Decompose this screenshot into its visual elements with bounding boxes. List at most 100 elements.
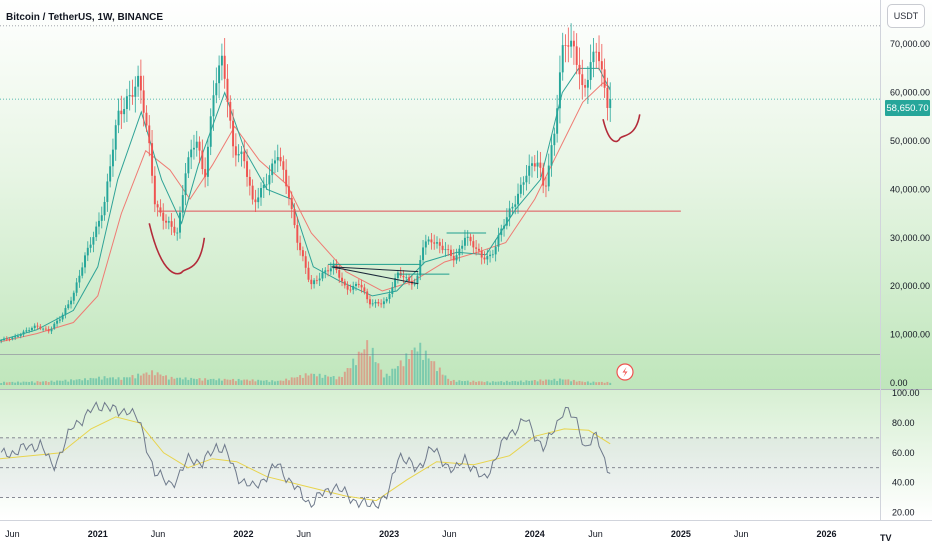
volume-bar [11, 381, 14, 385]
volume-bar [181, 379, 184, 385]
volume-bar [198, 378, 201, 385]
price-candle [44, 326, 47, 332]
price-candle [25, 327, 28, 333]
price-candle [273, 150, 276, 173]
volume-bar [262, 380, 265, 385]
volume-bar [86, 380, 89, 385]
volume-bar [416, 351, 419, 385]
time-tick-label: 2026 [817, 529, 837, 539]
triangle-lower-line[interactable] [331, 266, 419, 273]
price-candle [220, 43, 223, 81]
volume-bar [179, 377, 181, 385]
volume-bar [229, 379, 232, 385]
price-candle [265, 173, 268, 190]
volume-bar [165, 375, 168, 385]
price-candle [352, 281, 355, 295]
time-tick-label: 2025 [671, 529, 691, 539]
volume-bar [0, 383, 3, 385]
volume-bar [402, 366, 405, 385]
price-candle [491, 249, 494, 259]
price-candle [72, 290, 75, 305]
price-candle [173, 218, 176, 236]
volume-bar [218, 378, 221, 385]
price-candle [327, 264, 330, 277]
price-candle [301, 246, 304, 262]
volume-bar [461, 381, 464, 385]
price-candle [260, 182, 262, 206]
rsi-tick-label: 60.00 [892, 448, 915, 458]
price-candle [315, 275, 318, 285]
price-candle [313, 278, 316, 289]
price-candle [505, 208, 508, 230]
price-candle [570, 23, 573, 58]
price-candle [405, 273, 408, 282]
price-pane-background [0, 0, 880, 389]
price-candle [528, 154, 531, 185]
volume-bar [268, 381, 271, 385]
price-candle [438, 238, 441, 254]
volume-bar [609, 382, 612, 385]
volume-bar [47, 382, 50, 385]
price-candle [296, 216, 299, 251]
volume-bar [436, 371, 438, 385]
price-candle [64, 305, 67, 319]
price-candle [519, 177, 522, 198]
price-candle [304, 251, 307, 274]
volume-bar [525, 380, 528, 385]
volume-bar [42, 381, 45, 385]
volume-bar [128, 377, 131, 385]
price-candle [3, 336, 5, 342]
volume-bar [61, 380, 64, 385]
volume-bar [296, 377, 299, 385]
time-tick-label: Jun [296, 529, 311, 539]
price-candle [179, 206, 181, 239]
price-candle [408, 273, 411, 286]
volume-bar [598, 382, 601, 385]
volume-bar [97, 376, 100, 385]
price-candle [600, 43, 603, 87]
rsi-tick-label: 40.00 [892, 478, 915, 488]
price-candle [310, 274, 313, 290]
volume-bar [28, 382, 31, 385]
alert-icon[interactable] [616, 363, 634, 381]
price-candle [430, 232, 433, 250]
price-candle [385, 296, 388, 304]
volume-bar [234, 381, 237, 385]
cup-curve-2021[interactable] [148, 223, 206, 275]
volume-bar [103, 376, 106, 385]
volume-bar [360, 352, 363, 385]
price-candle [299, 235, 302, 256]
volume-bar [341, 377, 344, 385]
volume-bar [572, 379, 575, 385]
volume-bar [497, 381, 500, 385]
cup-curve-2024[interactable] [602, 114, 641, 143]
triangle-upper-line[interactable] [331, 266, 419, 285]
volume-bar [547, 379, 550, 385]
price-candle [531, 156, 533, 178]
volume-bar [53, 381, 56, 385]
price-candle [70, 296, 73, 309]
currency-button[interactable]: USDT [887, 4, 925, 28]
price-candle [192, 134, 195, 160]
price-candle [556, 94, 559, 143]
price-candle [592, 38, 595, 78]
time-tick-label: 2021 [88, 529, 108, 539]
price-candle [318, 272, 321, 286]
price-candle [494, 239, 497, 262]
price-candle [419, 255, 422, 281]
volume-bar [472, 380, 475, 385]
price-candle [159, 199, 162, 217]
volume-bar [78, 379, 81, 385]
price-candle [251, 179, 254, 205]
volume-bar [22, 381, 25, 385]
price-candle [293, 203, 296, 229]
volume-bar [307, 375, 310, 385]
price-candle [363, 283, 366, 295]
rsi-moving-average [0, 416, 611, 502]
rsi-pane-background [0, 390, 932, 520]
volume-bar [357, 351, 360, 385]
volume-bar [237, 378, 240, 385]
volume-bar [349, 368, 352, 385]
price-candle [153, 166, 156, 213]
price-candle [125, 88, 128, 122]
